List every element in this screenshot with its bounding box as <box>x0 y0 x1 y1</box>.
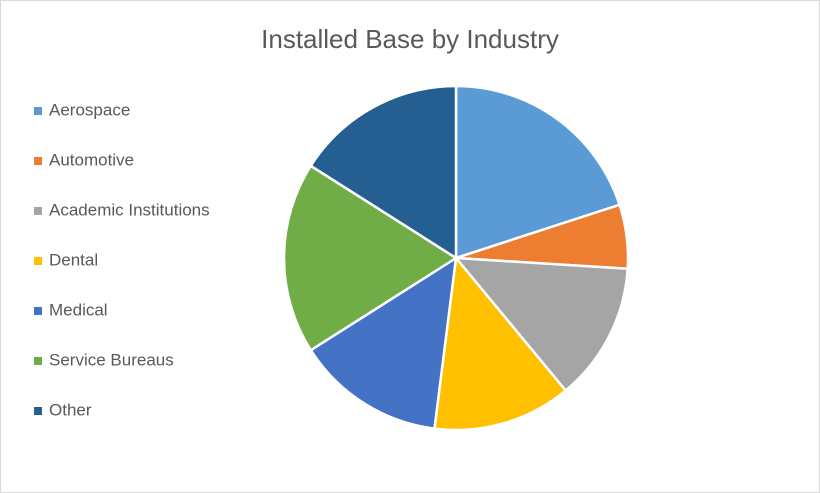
legend-swatch <box>34 257 42 265</box>
legend-swatch <box>34 407 42 415</box>
pie-slice <box>454 84 622 260</box>
legend-label: Academic Institutions <box>49 200 210 219</box>
pie-slice <box>433 254 568 432</box>
pie-slice <box>453 256 629 393</box>
legend-swatch <box>34 207 42 215</box>
legend-swatch <box>34 107 42 115</box>
pie-slice <box>282 164 459 352</box>
legend-label: Aerospace <box>49 100 130 119</box>
chart-title: Installed Base by Industry <box>261 24 559 54</box>
pie-slice <box>309 255 458 431</box>
legend-swatch <box>34 357 42 365</box>
legend-label: Dental <box>49 250 98 269</box>
legend-label: Automotive <box>49 150 134 169</box>
pie-slice <box>309 84 458 261</box>
legend-label: Other <box>49 400 92 419</box>
legend-swatch <box>34 157 42 165</box>
legend-label: Medical <box>49 300 108 319</box>
legend-swatch <box>34 307 42 315</box>
legend-label: Service Bureaus <box>49 350 174 369</box>
